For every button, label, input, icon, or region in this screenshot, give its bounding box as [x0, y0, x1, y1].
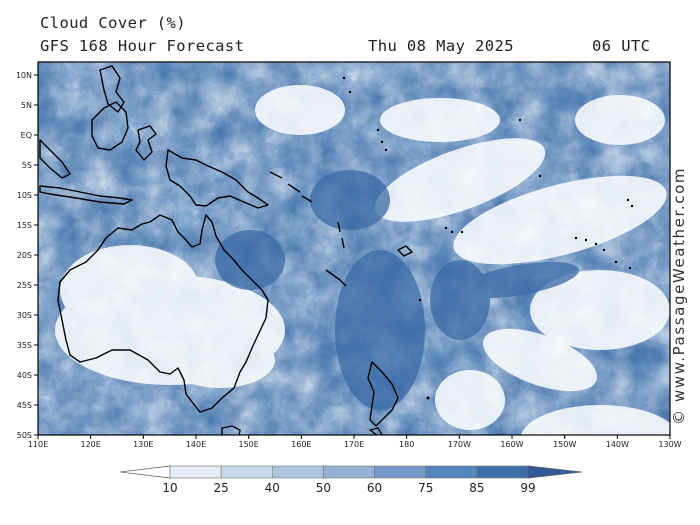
- sulawesi-coast: [135, 125, 157, 161]
- lat-tick-label: 45S: [17, 401, 32, 410]
- credit-text: © www.PassageWeather.com: [670, 166, 688, 425]
- forecast-date: Thu 08 May 2025: [368, 37, 514, 55]
- lat-tick-label: 25S: [17, 281, 32, 290]
- lon-tick-label: 120E: [81, 440, 101, 449]
- colorbar-label: 25: [214, 481, 229, 495]
- map-title: Cloud Cover (%): [40, 14, 186, 32]
- lat-tick-label: 35S: [17, 341, 32, 350]
- colorbar-segment: [476, 465, 529, 479]
- lat-tick-label: 20S: [17, 251, 32, 260]
- lat-tick-label: 5S: [22, 161, 32, 170]
- colorbar-segment: [169, 465, 222, 479]
- lat-tick-label: 40S: [17, 371, 32, 380]
- lat-tick-label: 15S: [17, 221, 32, 230]
- colorbar-high-arrow: [527, 465, 583, 479]
- colorbar-segment: [220, 465, 273, 479]
- lon-tick-label: 140W: [606, 440, 629, 449]
- sumatra-coast: [39, 139, 71, 179]
- new-caledonia: [325, 269, 347, 287]
- lon-tick-label: 180: [399, 440, 414, 449]
- forecast-subtitle: GFS 168 Hour Forecast: [40, 37, 245, 55]
- lon-tick-label: 130E: [133, 440, 153, 449]
- lat-tick-label: EQ: [21, 131, 32, 140]
- lon-tick-label: 150E: [239, 440, 259, 449]
- lat-tick-label: 10S: [17, 191, 32, 200]
- philippines-coast: [99, 65, 125, 113]
- new-guinea-coast: [165, 149, 269, 209]
- colorbar-segment: [425, 465, 478, 479]
- colorbar-segment: [374, 465, 427, 479]
- lon-tick-label: 150W: [553, 440, 576, 449]
- colorbar-label: 85: [469, 481, 484, 495]
- lon-tick-label: 130W: [658, 440, 681, 449]
- colorbar-labels: 10 25 40 50 60 75 85 99: [162, 481, 535, 495]
- tasmania-coast: [221, 425, 241, 435]
- fiji-islands: [397, 245, 413, 257]
- lon-tick-label: 170W: [448, 440, 471, 449]
- colorbar-label: 75: [418, 481, 433, 495]
- colorbar-label: 50: [316, 481, 331, 495]
- colorbar-label: 10: [162, 481, 177, 495]
- lon-tick-label: 140E: [186, 440, 206, 449]
- lon-tick-label: 170E: [344, 440, 364, 449]
- lon-tick-label: 160E: [291, 440, 311, 449]
- coastlines: [39, 65, 413, 435]
- colorbar-legend: 10 25 40 50 60 75 85 99: [119, 465, 583, 495]
- australia-coast: [57, 214, 269, 413]
- colorbar-label: 99: [520, 481, 535, 495]
- lat-tick-label: 10N: [16, 71, 32, 80]
- longitude-axis: 110E 120E 130E 140E 150E 160E 170E 180 170W 160W 1…: [28, 435, 682, 449]
- colorbar-segment: [323, 465, 375, 479]
- cloud-field: [38, 62, 670, 435]
- colorbar-segment: [271, 465, 324, 479]
- solomon-islands: [269, 171, 313, 203]
- colorbar-label: 40: [265, 481, 280, 495]
- lon-tick-label: 110E: [28, 440, 48, 449]
- colorbar-label: 60: [367, 481, 382, 495]
- lat-tick-label: 30S: [17, 311, 32, 320]
- colorbar-low-arrow: [119, 465, 171, 479]
- latitude-axis: 10N 5N EQ 5S 10S 15S 20S 25S 30S 35S 40S 45S 50S: [16, 71, 38, 440]
- nz-north-island: [367, 361, 399, 427]
- colorbar-segments: [169, 465, 529, 479]
- forecast-time: 06 UTC: [592, 37, 651, 55]
- lon-tick-label: 160W: [500, 440, 523, 449]
- lat-tick-label: 50S: [17, 431, 32, 440]
- lat-tick-label: 5N: [21, 101, 32, 110]
- vanuatu-islands: [337, 221, 345, 249]
- java-coast: [39, 185, 133, 205]
- small-islands: [342, 76, 634, 400]
